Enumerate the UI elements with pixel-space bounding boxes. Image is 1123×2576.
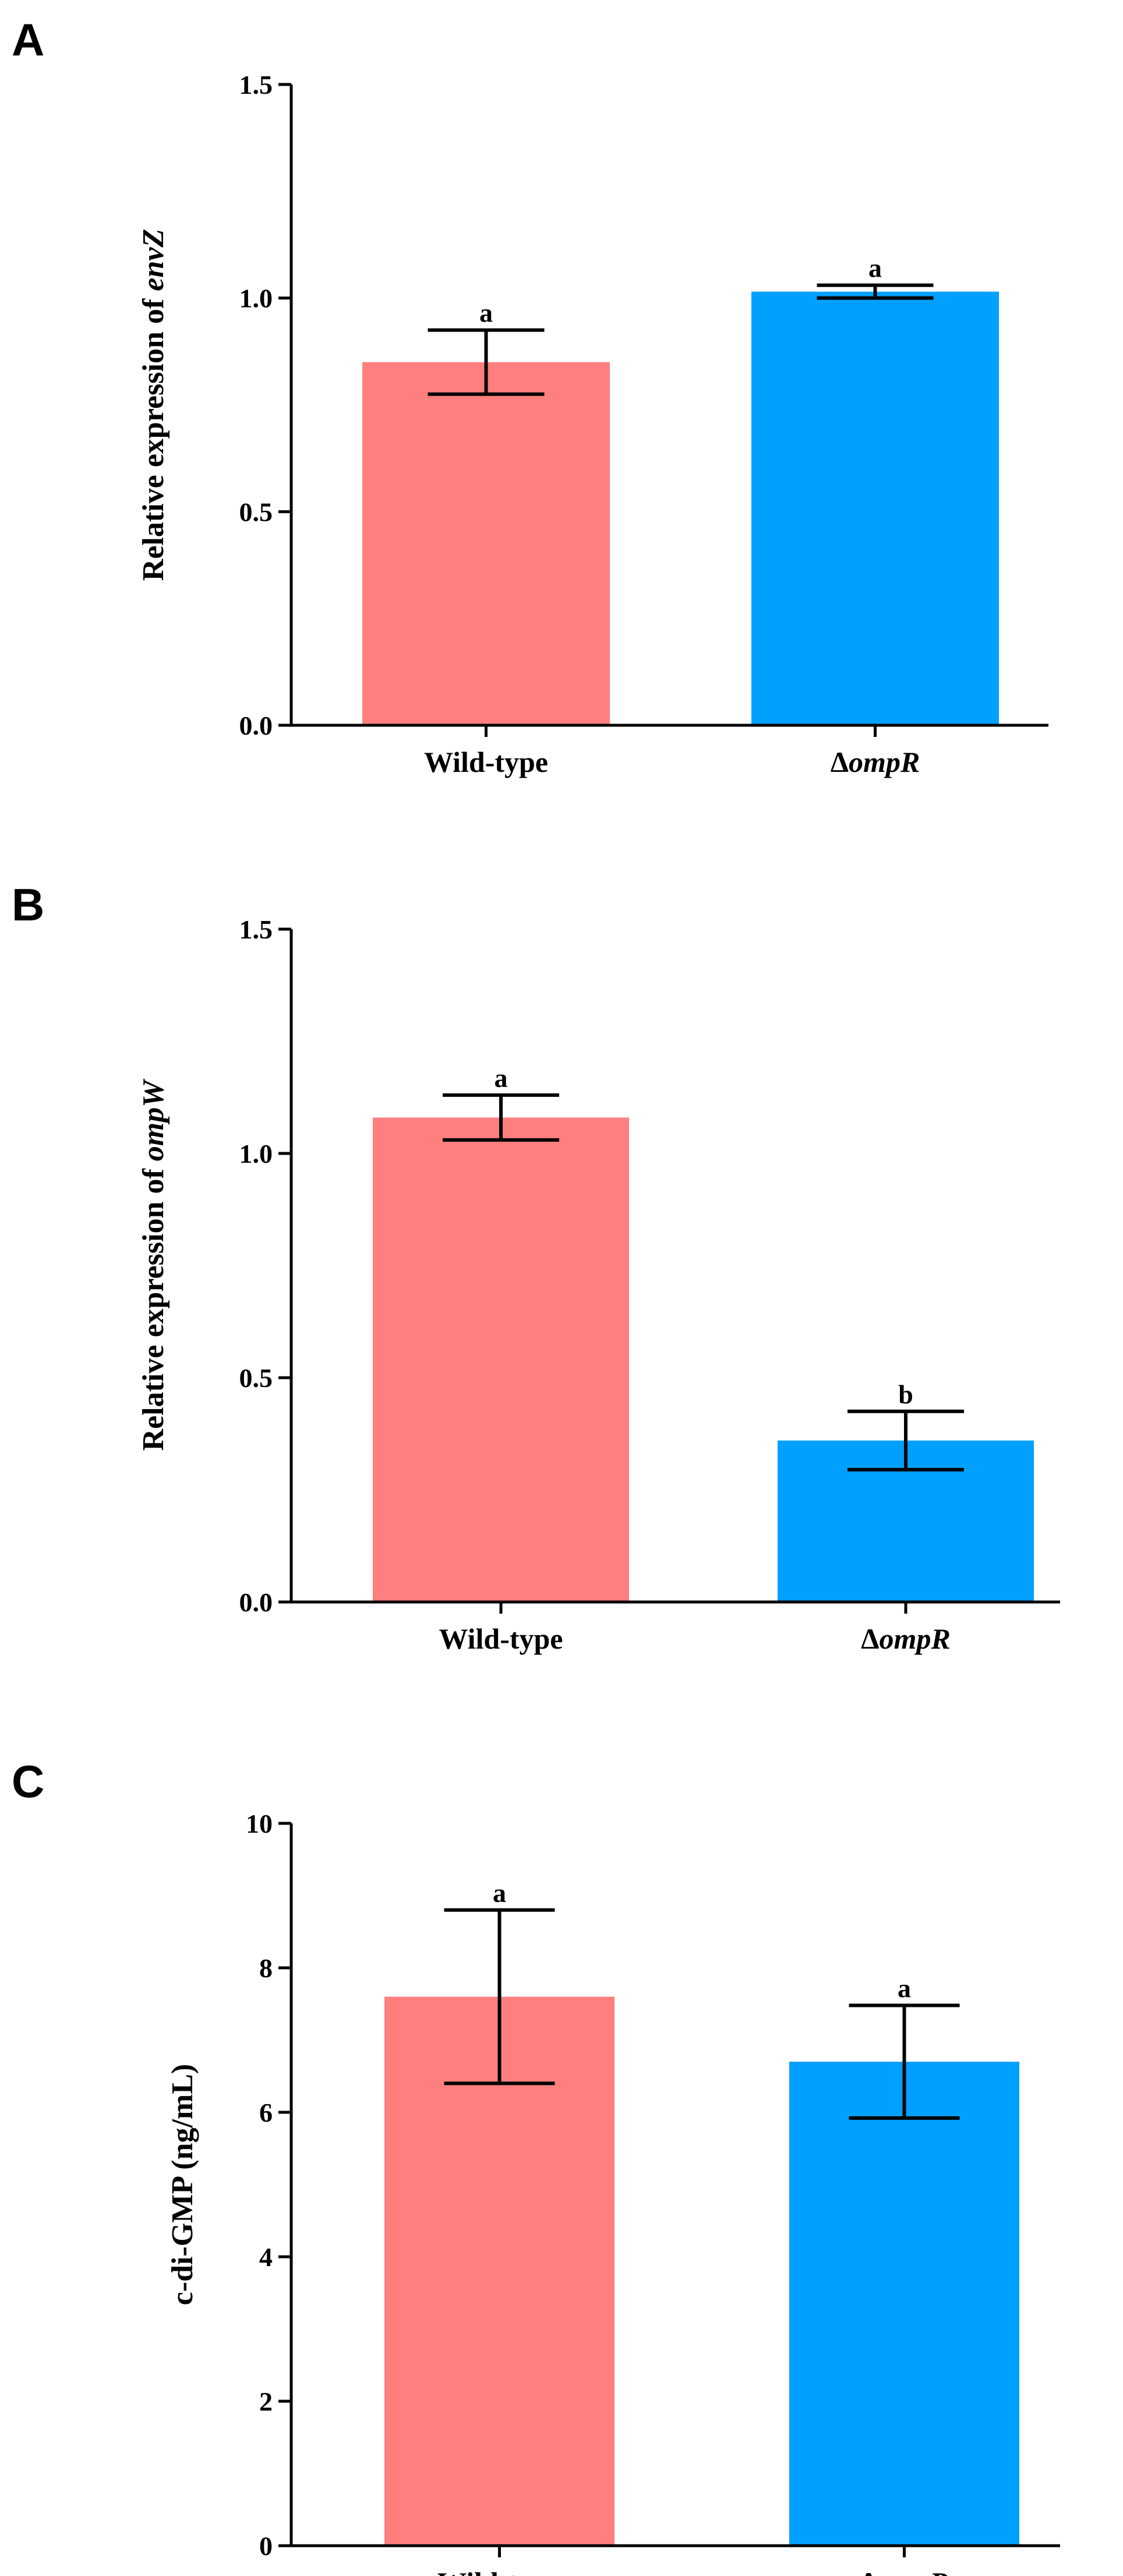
y-axis-label: Relative expression of ompW [137,1078,170,1451]
significance-label-ompr: b [898,1379,913,1409]
panel-C: Ca Wild-type a ΔompR 0 2 4 6 8 10 c-di-GMP (ng/mL) [12,1756,1060,2576]
significance-label-wild-type: a [493,1878,506,1908]
bar-ompr [789,2062,1019,2546]
category-label-wild-type: Wild-type [424,746,548,778]
panel-letter: C [12,1756,44,1807]
bar-wild-type [384,1996,615,2546]
category-label-ompr: ΔompR [831,746,920,778]
significance-label-ompr: a [898,1973,911,2003]
y-tick-label: 1.0 [239,284,273,313]
y-tick-label: 6 [259,2098,273,2127]
category-label-ompr: ΔompR [861,1622,951,1655]
significance-label-wild-type: a [495,1063,508,1093]
y-tick-label: 2 [259,2387,273,2416]
y-tick-label: 0.5 [239,1363,273,1393]
y-tick-label: 1.5 [239,915,273,944]
category-label-wild-type: Wild-type [439,1622,563,1655]
y-tick-label: 8 [259,1953,273,1983]
bar-wild-type [373,1117,629,1602]
significance-label-wild-type: a [479,298,493,328]
panel-letter: B [12,879,44,930]
y-tick-label: 0.0 [239,711,273,740]
panel-A: Aa Wild-type a ΔompR 0.0 0.5 1.0 1.5 Relative ex… [12,14,1048,778]
y-axis-label: c-di-GMP (ng/mL) [166,2064,199,2306]
panel-B: Ba Wild-type b ΔompR 0.0 0.5 1.0 1.5 Relative ex… [12,879,1060,1655]
y-tick-label: 0.0 [239,1587,273,1617]
category-label-ompr: ΔompR [860,2566,949,2576]
significance-label-ompr: a [868,253,882,283]
y-tick-label: 0 [259,2531,273,2561]
category-label-wild-type: Wild-type [437,2566,562,2576]
bar-wild-type [362,362,610,725]
y-tick-label: 1.5 [239,70,273,100]
y-tick-label: 1.0 [239,1139,273,1169]
panel-letter: A [12,14,44,65]
bar-ompr [751,291,999,726]
y-axis-label: Relative expression of envZ [137,229,170,581]
y-tick-label: 4 [259,2242,273,2272]
y-tick-label: 0.5 [239,497,273,527]
y-tick-label: 10 [246,1809,273,1839]
